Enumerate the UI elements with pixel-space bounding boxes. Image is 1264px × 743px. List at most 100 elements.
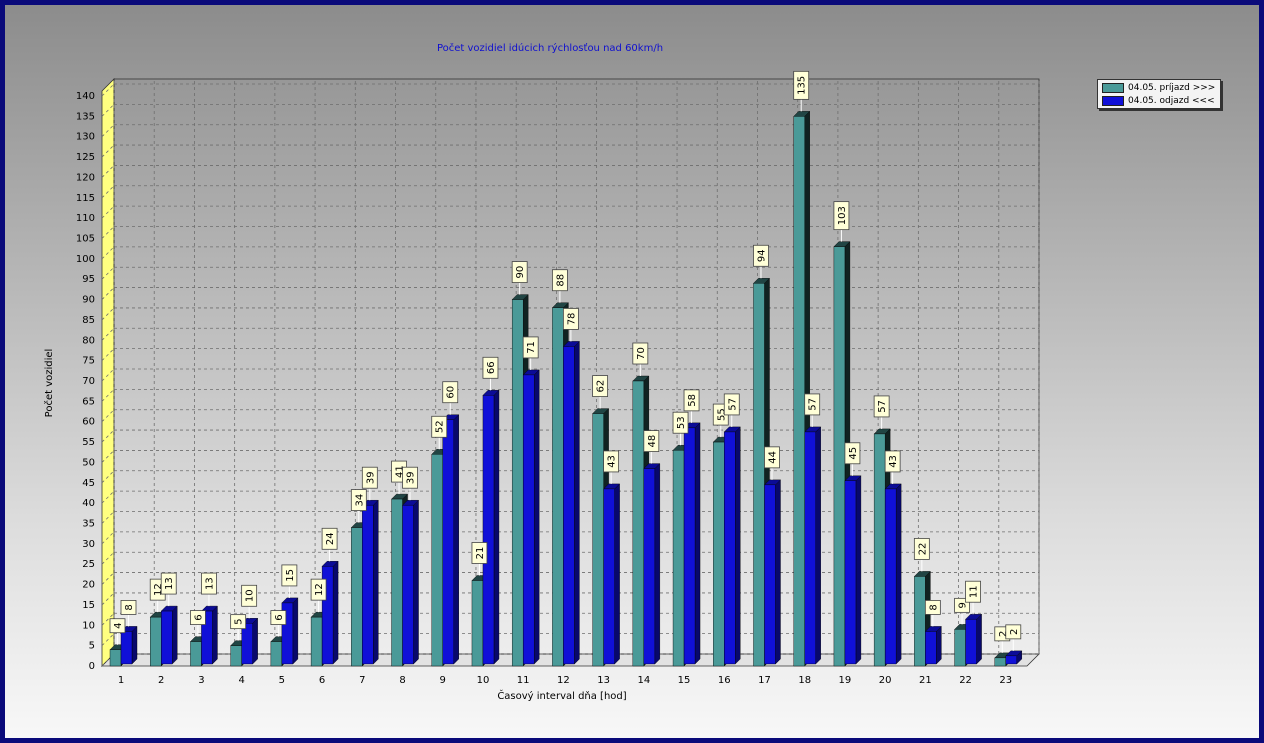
- grid-line-depth: [101, 450, 115, 463]
- data-label-prijazd-4: 5: [230, 614, 247, 641]
- bar-front: [643, 468, 656, 665]
- grid-line-depth: [101, 266, 115, 280]
- bar-front: [884, 488, 897, 665]
- y-tick-label: 40: [82, 498, 95, 509]
- bar-odjazd-21: [924, 625, 942, 665]
- data-label-text: 103: [837, 206, 848, 225]
- data-label-prijazd-21: 22: [913, 538, 930, 572]
- data-label-text: 8: [124, 604, 135, 610]
- data-label-text: 6: [193, 614, 204, 620]
- grid-line-depth: [101, 226, 115, 239]
- y-tick-label: 65: [82, 396, 95, 407]
- label-box: [562, 308, 579, 330]
- bar-odjazd-20: [884, 483, 902, 665]
- label-box: [804, 393, 821, 416]
- x-tick-label: 15: [678, 675, 691, 686]
- data-label-odjazd-1: 8: [120, 600, 137, 627]
- bar-front: [994, 657, 1006, 667]
- data-label-text: 39: [365, 471, 376, 484]
- y-tick-label: 100: [76, 254, 95, 265]
- data-label-text: 88: [555, 274, 566, 287]
- grid-line-depth: [101, 511, 115, 524]
- data-label-prijazd-5: 6: [270, 610, 287, 637]
- y-tick-label: 110: [76, 213, 95, 224]
- y-tick-label: 125: [76, 152, 95, 163]
- data-label-odjazd-16: 57: [723, 393, 740, 427]
- x-tick-label: 10: [477, 675, 490, 686]
- label-box: [764, 446, 780, 469]
- data-label-text: 11: [969, 585, 980, 598]
- data-label-text: 58: [687, 394, 698, 407]
- data-label-prijazd-6: 12: [310, 578, 327, 613]
- grid-line-depth: [101, 307, 115, 321]
- bar-front: [230, 645, 242, 667]
- data-label-text: 9: [958, 602, 969, 608]
- bar-front: [844, 480, 857, 665]
- bar-side: [654, 463, 661, 665]
- x-tick-label: 16: [718, 675, 731, 686]
- bars: [109, 110, 1023, 667]
- bar-side: [332, 560, 339, 665]
- grid-line-depth: [101, 368, 115, 382]
- data-label-text: 13: [164, 577, 175, 590]
- x-tick-label: 8: [399, 675, 405, 686]
- bar-front: [563, 346, 575, 665]
- legend-swatch-odjazd: [1102, 96, 1124, 106]
- grid-line-depth: [101, 531, 115, 545]
- bar-side: [936, 625, 942, 665]
- data-label-text: 70: [636, 347, 647, 360]
- data-label-odjazd-10: 66: [482, 356, 499, 391]
- bar-odjazd-5: [281, 597, 299, 665]
- data-label-text: 94: [756, 249, 767, 262]
- bar-front: [310, 616, 323, 667]
- label-box: [551, 269, 568, 292]
- bar-side: [815, 426, 821, 665]
- data-label-odjazd-5: 15: [281, 564, 298, 598]
- bar-front: [150, 616, 162, 667]
- x-tick-label: 5: [279, 675, 285, 686]
- data-label-odjazd-3: 13: [201, 572, 217, 607]
- y-tick-label: 135: [76, 111, 95, 122]
- grid-line-depth: [101, 185, 115, 199]
- data-label-odjazd-13: 43: [603, 450, 620, 484]
- bar-front: [914, 576, 926, 667]
- y-tick-label: 5: [89, 641, 95, 652]
- data-label-odjazd-15: 58: [683, 389, 700, 423]
- label-box: [201, 572, 217, 595]
- data-label-prijazd-11: 90: [511, 261, 528, 295]
- y-tick-label: 115: [76, 193, 95, 204]
- y-tick-label: 20: [82, 580, 95, 591]
- label-box: [190, 610, 206, 625]
- data-label-text: 135: [797, 76, 808, 95]
- data-label-odjazd-22: 11: [965, 580, 981, 615]
- data-label-prijazd-10: 21: [471, 542, 488, 576]
- grid-line-depth: [101, 83, 115, 97]
- legend-item-prijazd: 04.05. príjazd >>>: [1102, 82, 1215, 94]
- grid-line-depth: [101, 205, 115, 219]
- label-box: [361, 466, 378, 489]
- data-label-text: 2: [998, 631, 1009, 637]
- data-label-prijazd-15: 53: [672, 411, 689, 446]
- data-label-text: 55: [716, 408, 727, 421]
- x-axis-ticks: 1 2 3 4 5 6 7 8 9 10 11 12 13 14 15 16 17 18 19 20 21 22 23: [118, 675, 1012, 686]
- data-label-text: 5: [234, 618, 245, 624]
- grid-line-depth: [101, 348, 115, 361]
- bar-odjazd-17: [763, 479, 781, 665]
- data-label-odjazd-19: 45: [844, 442, 861, 476]
- bar-odjazd-16: [723, 426, 741, 665]
- y-tick-label: 0: [89, 661, 95, 672]
- bar-odjazd-12: [562, 340, 580, 665]
- data-label-text: 8: [928, 604, 939, 610]
- bar-front: [954, 629, 966, 667]
- bar-side: [694, 422, 701, 665]
- y-tick-label: 25: [82, 559, 95, 570]
- data-label-odjazd-9: 60: [442, 381, 459, 415]
- legend-label-odjazd: 04.05. odjazd <<<: [1128, 96, 1215, 106]
- grid-line-depth: [101, 490, 115, 504]
- bar-side: [855, 475, 862, 665]
- bar-odjazd-10: [482, 389, 500, 665]
- x-tick-label: 1: [118, 675, 124, 686]
- x-tick-label: 19: [839, 675, 852, 686]
